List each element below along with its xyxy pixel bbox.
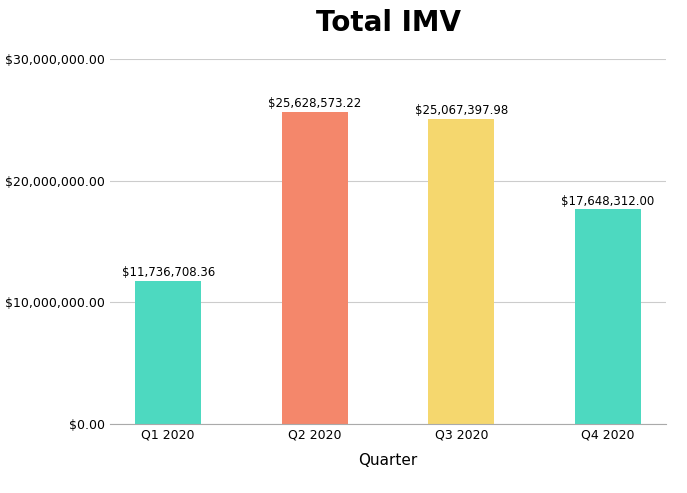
Text: $25,628,573.22: $25,628,573.22 <box>268 98 361 110</box>
Text: $25,067,397.98: $25,067,397.98 <box>415 105 508 117</box>
X-axis label: Quarter: Quarter <box>359 453 418 468</box>
Bar <box>135 281 201 424</box>
Bar <box>575 210 641 424</box>
Text: $11,736,708.36: $11,736,708.36 <box>122 266 215 280</box>
Text: $17,648,312.00: $17,648,312.00 <box>561 195 655 208</box>
Title: Total IMV: Total IMV <box>315 9 461 37</box>
Bar <box>429 119 495 424</box>
Bar <box>282 112 348 424</box>
